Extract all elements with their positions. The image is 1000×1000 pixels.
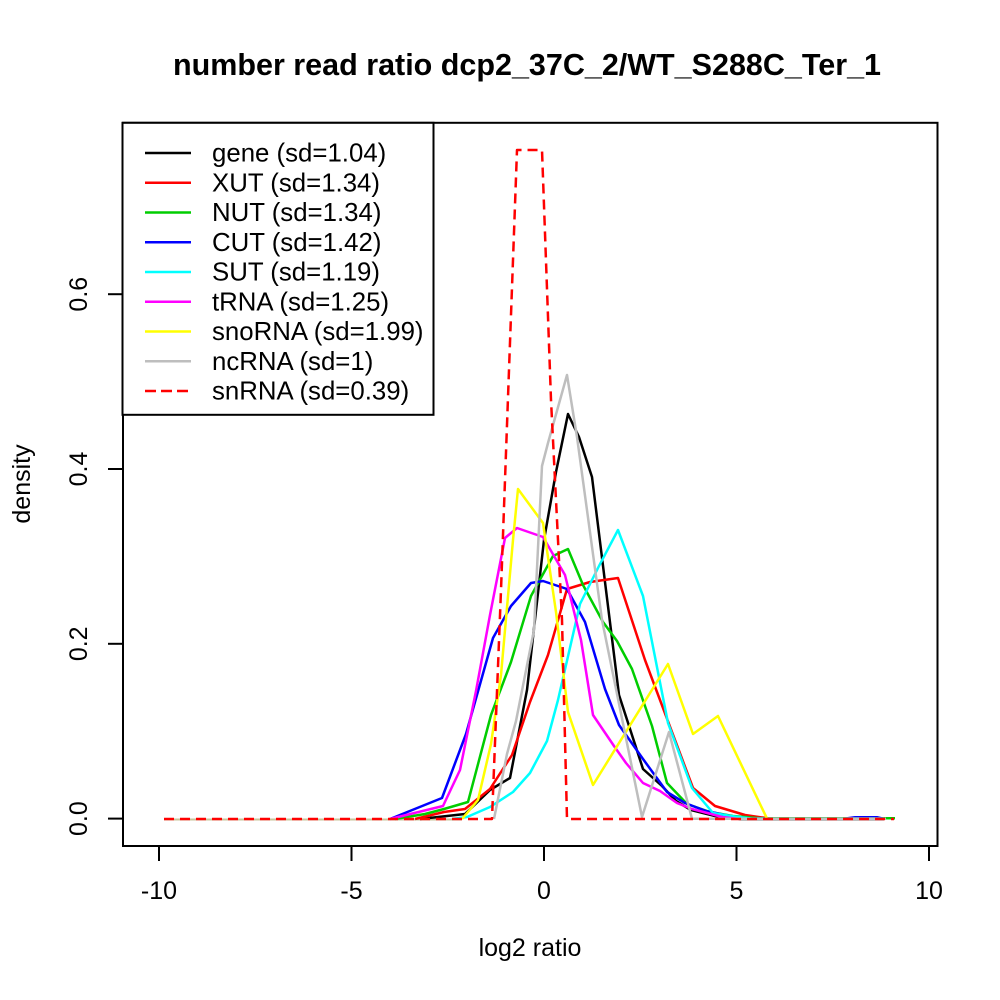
- svg-text:NUT (sd=1.34): NUT (sd=1.34): [212, 199, 381, 227]
- svg-text:number read ratio dcp2_37C_2/W: number read ratio dcp2_37C_2/WT_S288C_Te…: [173, 48, 881, 82]
- svg-text:log2 ratio: log2 ratio: [479, 934, 582, 962]
- svg-text:0.2: 0.2: [65, 626, 93, 661]
- svg-text:-5: -5: [340, 877, 362, 905]
- svg-text:0.0: 0.0: [65, 801, 93, 836]
- svg-text:10: 10: [915, 877, 943, 905]
- svg-text:density: density: [8, 444, 36, 524]
- svg-text:ncRNA (sd=1): ncRNA (sd=1): [212, 348, 373, 376]
- svg-text:CUT (sd=1.42): CUT (sd=1.42): [212, 229, 381, 257]
- svg-text:XUT (sd=1.34): XUT (sd=1.34): [212, 169, 380, 197]
- svg-text:0.4: 0.4: [65, 452, 93, 487]
- svg-text:SUT (sd=1.19): SUT (sd=1.19): [212, 259, 380, 287]
- svg-text:snRNA (sd=0.39): snRNA (sd=0.39): [212, 378, 409, 406]
- svg-text:5: 5: [730, 877, 744, 905]
- svg-text:tRNA (sd=1.25): tRNA (sd=1.25): [212, 288, 389, 316]
- svg-text:0: 0: [537, 877, 551, 905]
- svg-text:snoRNA (sd=1.99): snoRNA (sd=1.99): [212, 318, 424, 346]
- svg-text:0.6: 0.6: [65, 277, 93, 312]
- svg-text:gene (sd=1.04): gene (sd=1.04): [212, 140, 386, 168]
- svg-text:-10: -10: [141, 877, 177, 905]
